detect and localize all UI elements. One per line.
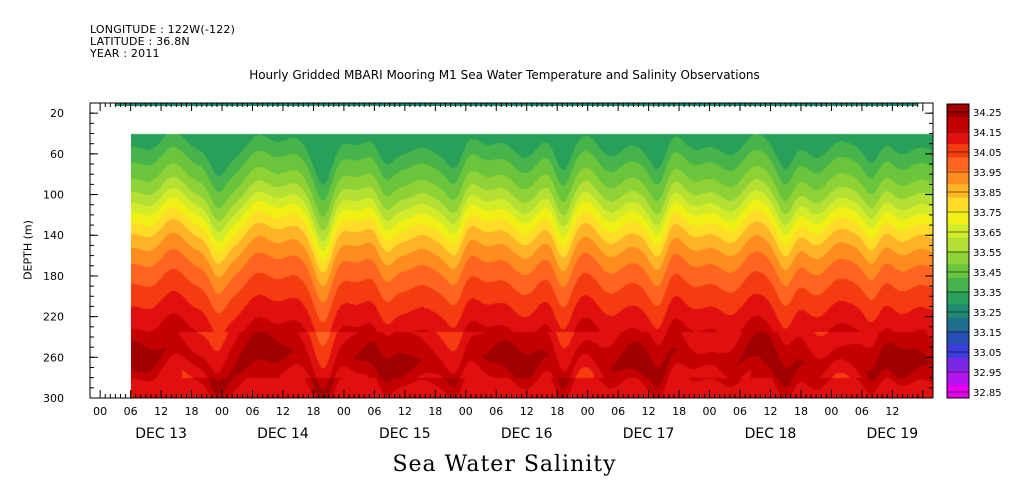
colorbar-swatch xyxy=(947,251,969,265)
year-label: YEAR : 2011 xyxy=(90,47,160,60)
colorbar-label: 34.05 xyxy=(973,148,1002,159)
y-axis-label: DEPTH (m) xyxy=(21,220,35,280)
colorbar-label: 33.75 xyxy=(973,208,1002,219)
y-tick-label: 300 xyxy=(43,392,64,405)
x-tick-label: 18 xyxy=(550,405,564,418)
y-tick-label: 260 xyxy=(43,351,64,364)
x-tick-label: 06 xyxy=(855,405,869,418)
salinity-heatmap xyxy=(131,103,933,398)
y-tick-label: 100 xyxy=(43,189,64,202)
colorbar-swatch xyxy=(947,264,969,279)
x-tick-label: 06 xyxy=(246,405,260,418)
colorbar-label: 33.65 xyxy=(973,228,1002,239)
x-tick-label: 12 xyxy=(885,405,899,418)
x-day-label: DEC 17 xyxy=(623,426,675,442)
colorbar-swatch xyxy=(947,384,969,399)
colorbar-swatch xyxy=(947,331,969,346)
colorbar-swatch xyxy=(947,104,969,118)
colorbar-swatch xyxy=(947,357,969,372)
x-tick-label: 00 xyxy=(824,405,838,418)
colorbar-swatch xyxy=(947,197,969,212)
x-tick-label: 18 xyxy=(794,405,808,418)
x-day-label: DEC 14 xyxy=(257,426,309,442)
latitude-label: LATITUDE : 36.8N xyxy=(90,35,190,48)
colorbar-label: 33.35 xyxy=(973,288,1002,299)
x-tick-label: 12 xyxy=(642,405,656,418)
colorbar-label: 33.55 xyxy=(973,248,1002,259)
y-tick-label: 140 xyxy=(43,229,64,242)
x-day-label: DEC 13 xyxy=(135,426,187,442)
x-day-label: DEC 18 xyxy=(745,426,797,442)
longitude-label: LONGITUDE : 122W(-122) xyxy=(90,23,236,36)
x-tick-label: 12 xyxy=(154,405,168,418)
colorbar-swatch xyxy=(947,224,969,239)
x-tick-label: 18 xyxy=(306,405,320,418)
x-tick-label: 12 xyxy=(763,405,777,418)
colorbar-swatch xyxy=(947,144,969,158)
y-tick-label: 180 xyxy=(43,270,64,283)
x-tick-label: 06 xyxy=(611,405,625,418)
x-tick-label: 18 xyxy=(672,405,686,418)
x-tick-label: 00 xyxy=(581,405,595,418)
colorbar-swatch xyxy=(947,277,969,292)
x-tick-label: 18 xyxy=(185,405,199,418)
colorbar-swatch xyxy=(947,210,969,225)
colorbar-swatch xyxy=(947,371,969,386)
x-tick-label: 06 xyxy=(733,405,747,418)
x-tick-label: 00 xyxy=(215,405,229,418)
colorbar-label: 32.85 xyxy=(973,388,1002,399)
x-tick-label: 00 xyxy=(459,405,473,418)
colorbar-swatch xyxy=(947,184,969,199)
chart-title: Hourly Gridded MBARI Mooring M1 Sea Wate… xyxy=(249,68,760,82)
colorbar-label: 33.95 xyxy=(973,168,1002,179)
colorbar-label: 33.25 xyxy=(973,308,1002,319)
colorbar-swatch xyxy=(947,157,969,172)
colorbar-label: 33.85 xyxy=(973,188,1002,199)
colorbar-label: 34.15 xyxy=(973,128,1002,139)
colorbar-label: 33.05 xyxy=(973,348,1002,359)
colorbar-frame xyxy=(946,103,970,399)
x-tick-label: 06 xyxy=(124,405,138,418)
colorbar-swatch xyxy=(947,317,969,332)
x-tick-label: 12 xyxy=(398,405,412,418)
colorbar-label: 34.25 xyxy=(973,108,1002,119)
x-tick-label: 00 xyxy=(337,405,351,418)
x-tick-label: 06 xyxy=(489,405,503,418)
x-day-label: DEC 15 xyxy=(379,426,431,442)
subtitle: Sea Water Salinity xyxy=(392,452,617,477)
x-day-label: DEC 16 xyxy=(501,426,553,442)
y-tick-label: 20 xyxy=(50,107,64,120)
x-tick-label: 00 xyxy=(93,405,107,418)
colorbar-label: 33.15 xyxy=(973,328,1002,339)
colorbar-swatch xyxy=(947,170,969,185)
colorbar-swatch xyxy=(947,237,969,252)
colorbar-swatch xyxy=(947,291,969,305)
x-tick-label: 18 xyxy=(428,405,442,418)
x-tick-label: 06 xyxy=(367,405,381,418)
y-tick-label: 220 xyxy=(43,311,64,324)
x-tick-label: 12 xyxy=(276,405,290,418)
colorbar-label: 33.45 xyxy=(973,268,1002,279)
colorbar-swatch xyxy=(947,304,969,319)
colorbar-swatch xyxy=(947,344,969,359)
colorbar-swatch xyxy=(947,130,969,145)
colorbar-swatch xyxy=(947,117,969,132)
x-day-label: DEC 19 xyxy=(867,426,919,442)
y-tick-label: 60 xyxy=(50,148,64,161)
colorbar-label: 32.95 xyxy=(973,368,1002,379)
x-tick-label: 12 xyxy=(520,405,534,418)
x-tick-label: 00 xyxy=(703,405,717,418)
